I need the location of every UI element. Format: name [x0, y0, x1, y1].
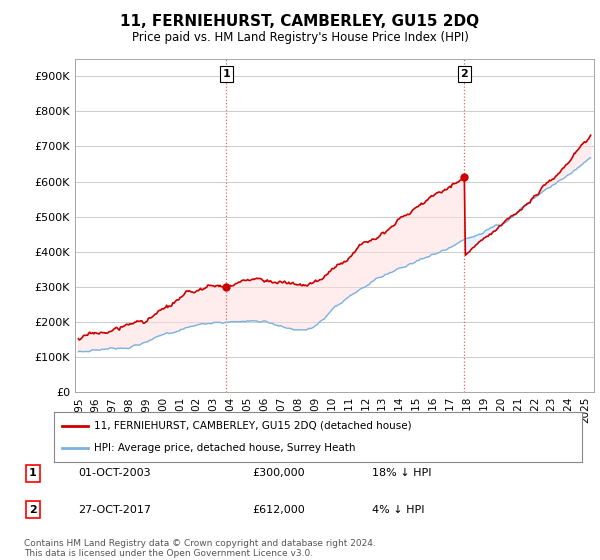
Text: 18% ↓ HPI: 18% ↓ HPI — [372, 468, 431, 478]
Text: 11, FERNIEHURST, CAMBERLEY, GU15 2DQ (detached house): 11, FERNIEHURST, CAMBERLEY, GU15 2DQ (de… — [94, 421, 411, 431]
Text: 2: 2 — [460, 69, 468, 79]
Text: Contains HM Land Registry data © Crown copyright and database right 2024.
This d: Contains HM Land Registry data © Crown c… — [24, 539, 376, 558]
Text: Price paid vs. HM Land Registry's House Price Index (HPI): Price paid vs. HM Land Registry's House … — [131, 31, 469, 44]
Text: HPI: Average price, detached house, Surrey Heath: HPI: Average price, detached house, Surr… — [94, 443, 355, 453]
Text: 1: 1 — [223, 69, 230, 79]
Text: 1: 1 — [29, 468, 37, 478]
Text: £612,000: £612,000 — [252, 505, 305, 515]
Text: 4% ↓ HPI: 4% ↓ HPI — [372, 505, 425, 515]
Text: 2: 2 — [29, 505, 37, 515]
Text: 27-OCT-2017: 27-OCT-2017 — [78, 505, 151, 515]
Text: £300,000: £300,000 — [252, 468, 305, 478]
Text: 01-OCT-2003: 01-OCT-2003 — [78, 468, 151, 478]
Text: 11, FERNIEHURST, CAMBERLEY, GU15 2DQ: 11, FERNIEHURST, CAMBERLEY, GU15 2DQ — [121, 14, 479, 29]
